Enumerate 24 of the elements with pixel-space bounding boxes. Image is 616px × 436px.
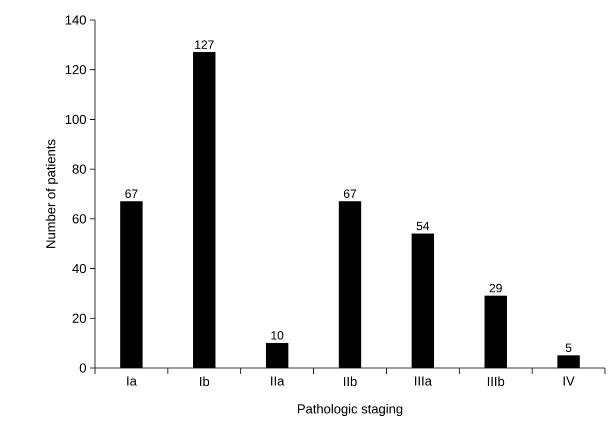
- y-tick-label: 20: [72, 314, 86, 323]
- y-axis-title: Number of patients: [46, 140, 58, 248]
- x-tick-label: IIIb: [488, 376, 504, 386]
- x-tick-label: Ia: [127, 376, 137, 386]
- y-tick-label: 60: [72, 214, 86, 224]
- data-label: 54: [416, 222, 430, 230]
- data-label: 29: [490, 284, 502, 292]
- x-tick-label: IIa: [271, 376, 284, 386]
- data-label: 127: [195, 40, 214, 49]
- data-label: 67: [125, 189, 138, 198]
- x-axis-title: Pathologic staging: [298, 404, 402, 416]
- data-label: 10: [271, 331, 284, 340]
- x-tick-label: IV: [564, 376, 575, 386]
- x-tick-label: IIb: [344, 376, 357, 386]
- y-tick-label: 40: [72, 264, 86, 274]
- data-label: 5: [566, 344, 572, 352]
- x-tick-label: Ib: [200, 376, 210, 386]
- y-tick-label: 100: [66, 114, 86, 124]
- y-tick-label: 120: [66, 65, 86, 74]
- y-tick-label: 80: [72, 164, 86, 174]
- y-tick-label: 140: [66, 15, 86, 25]
- x-tick-label: IIIa: [415, 376, 432, 386]
- y-tick-label: 0: [80, 363, 86, 373]
- data-label: 67: [344, 189, 356, 198]
